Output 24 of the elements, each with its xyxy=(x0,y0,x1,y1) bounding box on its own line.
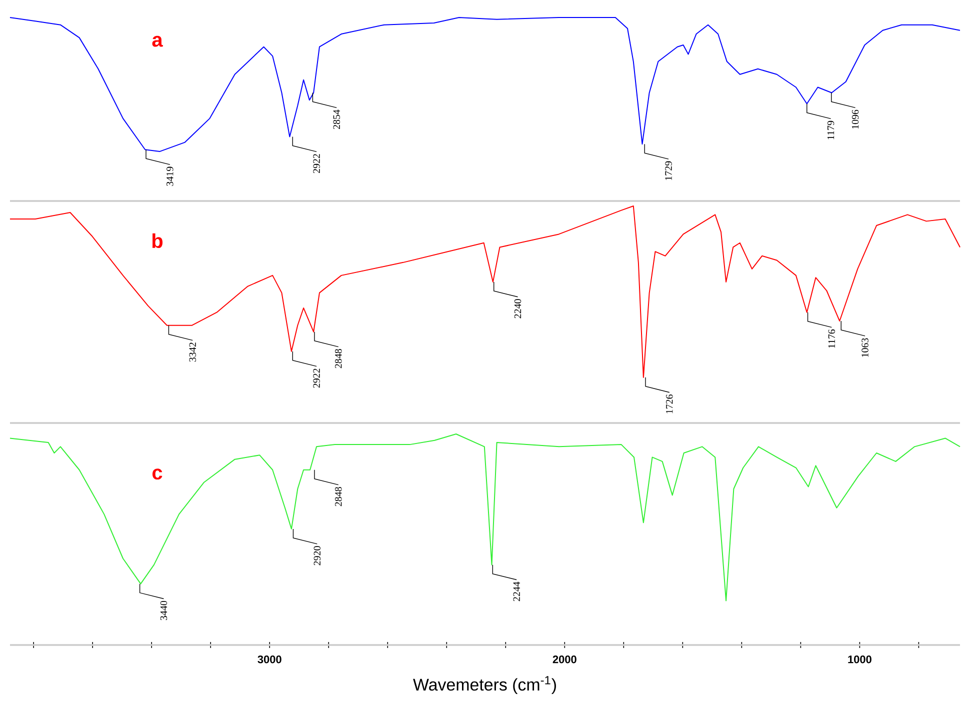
x-tick-label: 1000 xyxy=(848,656,872,664)
text: b xyxy=(152,233,163,248)
annotation: 3419 xyxy=(166,166,174,186)
annotation: 2922 xyxy=(313,154,320,174)
annotation: 2240 xyxy=(514,299,522,318)
annotation: 2848 xyxy=(335,487,342,506)
annotation: 2244 xyxy=(513,582,520,602)
annotation: 2922 xyxy=(313,368,320,388)
x-axis-title: Wavemeters (cm$^{-1}$) xyxy=(413,676,556,694)
annotation: 2854 xyxy=(333,110,340,130)
annotation: 3342 xyxy=(189,342,196,362)
annotation: 1096 xyxy=(852,110,859,129)
annotation: 1063 xyxy=(862,338,868,357)
annotation: 2920 xyxy=(314,546,320,566)
annotation: 3440 xyxy=(160,600,168,620)
text: c xyxy=(152,468,162,480)
annotation: 2848 xyxy=(335,349,342,368)
x-tick-label: 2000 xyxy=(552,656,576,664)
annotation: 1179 xyxy=(827,120,834,140)
annotation: 1726 xyxy=(666,394,673,414)
x-tick-label: 3000 xyxy=(258,656,282,664)
text: a xyxy=(152,36,163,47)
annotation: 1176 xyxy=(828,329,836,348)
annotation: 1729 xyxy=(665,161,672,180)
